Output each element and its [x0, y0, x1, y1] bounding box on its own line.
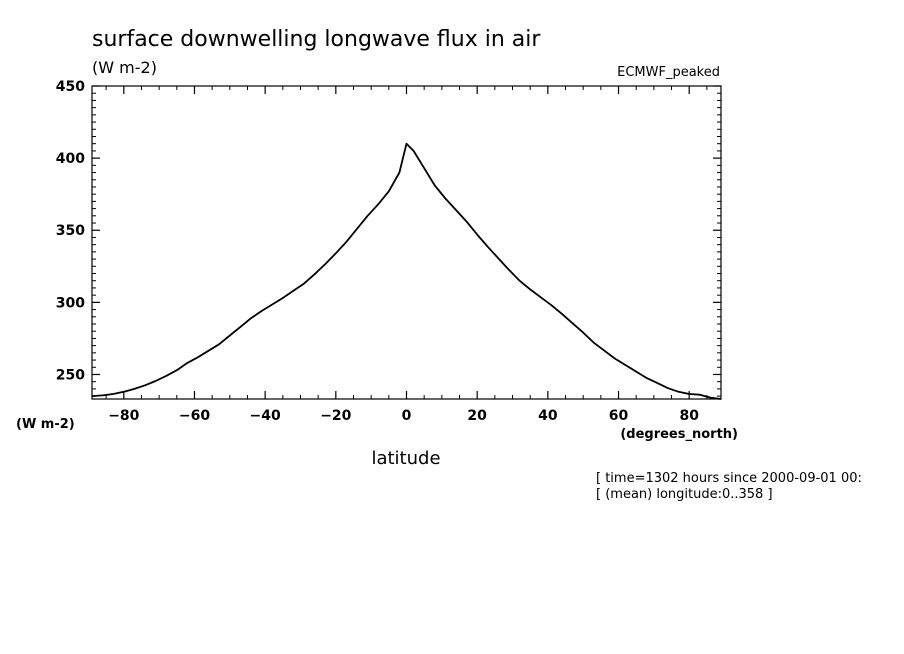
y-axis-ticks: [92, 85, 721, 376]
x-axis-ticks: [123, 86, 690, 399]
plot-frame: [91, 85, 722, 400]
x-tick-label: 40: [538, 408, 558, 424]
y-tick-label: 300: [56, 295, 85, 311]
x-axis-tick-labels: −80 −60 −40 −20 0 20 40 60 80: [108, 408, 699, 424]
series-line: [91, 142, 722, 400]
y-tick-label: 350: [56, 223, 85, 239]
x-axis-label: latitude: [371, 448, 440, 469]
longitude-info: [ (mean) longitude:0..358 ]: [596, 487, 773, 502]
x-tick-label: 80: [679, 408, 699, 424]
x-tick-label: 0: [402, 408, 412, 424]
y-axis-label: (W m-2): [16, 417, 75, 432]
x-tick-label: −60: [179, 408, 210, 424]
minor-ticks: [92, 86, 721, 399]
x-tick-label: −20: [320, 408, 351, 424]
x-tick-label: −80: [108, 408, 139, 424]
y-tick-label: 400: [56, 151, 85, 167]
x-tick-label: 60: [609, 408, 629, 424]
dataset-label: ECMWF_peaked: [617, 65, 720, 80]
x-tick-label: −40: [250, 408, 281, 424]
y-tick-label: 250: [56, 367, 85, 383]
units-label: (W m-2): [92, 58, 157, 77]
y-tick-label: 450: [56, 79, 85, 95]
x-tick-label: 20: [467, 408, 487, 424]
chart-title: surface downwelling longwave flux in air: [92, 27, 541, 52]
y-axis-tick-labels: 250 300 350 400 450: [56, 79, 85, 383]
time-info: [ time=1302 hours since 2000-09-01 00:: [596, 471, 862, 486]
x-axis-units: (degrees_north): [620, 427, 738, 442]
